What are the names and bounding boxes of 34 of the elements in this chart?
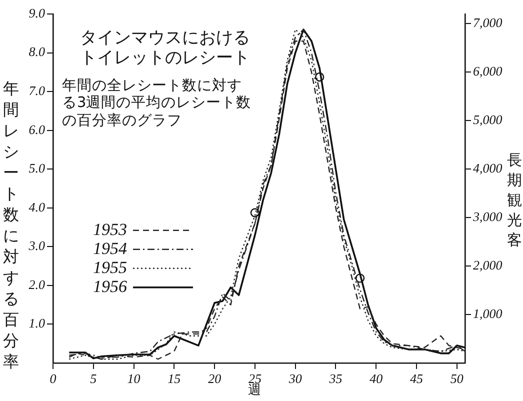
legend-label: 1956: [93, 276, 128, 296]
x-tick-label: 35: [328, 371, 343, 386]
x-tick-label: 0: [50, 371, 57, 386]
x-tick-label: 40: [370, 371, 384, 386]
y2-tick-label: 1,000: [473, 306, 503, 321]
x-tick-label: 20: [208, 371, 222, 386]
y2-tick-label: 5,000: [473, 112, 503, 128]
legend-label: 1953: [93, 220, 127, 239]
y-tick-label: 2.0: [28, 276, 46, 292]
x-tick-label: 45: [410, 371, 424, 386]
y-tick-label: 7.0: [28, 82, 46, 98]
annotation: 年間の全レシート数に対する3週間の平均のレシート数の百分率のグラフ: [62, 78, 252, 130]
legend-label: 1955: [93, 258, 127, 277]
y2-tick-label: 4,000: [473, 160, 503, 176]
x-tick-label: 10: [127, 371, 141, 386]
y2-tick-label: 3,000: [472, 209, 503, 224]
y2-tick-label: 7,000: [473, 15, 503, 30]
x-tick-label: 50: [450, 371, 464, 386]
y-tick-label: 3.0: [28, 238, 46, 254]
text: 年間レシート数に対する百分率: [3, 79, 19, 371]
y-tick-label: 1.0: [28, 316, 46, 331]
y-tick-label: 6.0: [28, 122, 46, 137]
text: タインマウスにおけるトイレットのレシート: [80, 28, 251, 69]
y-tick-label: 8.0: [28, 44, 46, 60]
y2-tick-label: 6,000: [473, 64, 503, 79]
y-tick-label: 4.0: [28, 199, 46, 214]
y2-axis-title: 長期観光客: [507, 150, 522, 250]
x-tick-label: 15: [168, 371, 182, 386]
y-tick-label: 9.0: [28, 5, 46, 20]
legend-label: 1954: [93, 238, 128, 258]
y2-tick-label: 2,000: [473, 257, 503, 272]
x-tick-label: 5: [90, 371, 98, 386]
x-tick-label: 30: [288, 371, 302, 386]
y-tick-label: 5.0: [28, 160, 46, 176]
